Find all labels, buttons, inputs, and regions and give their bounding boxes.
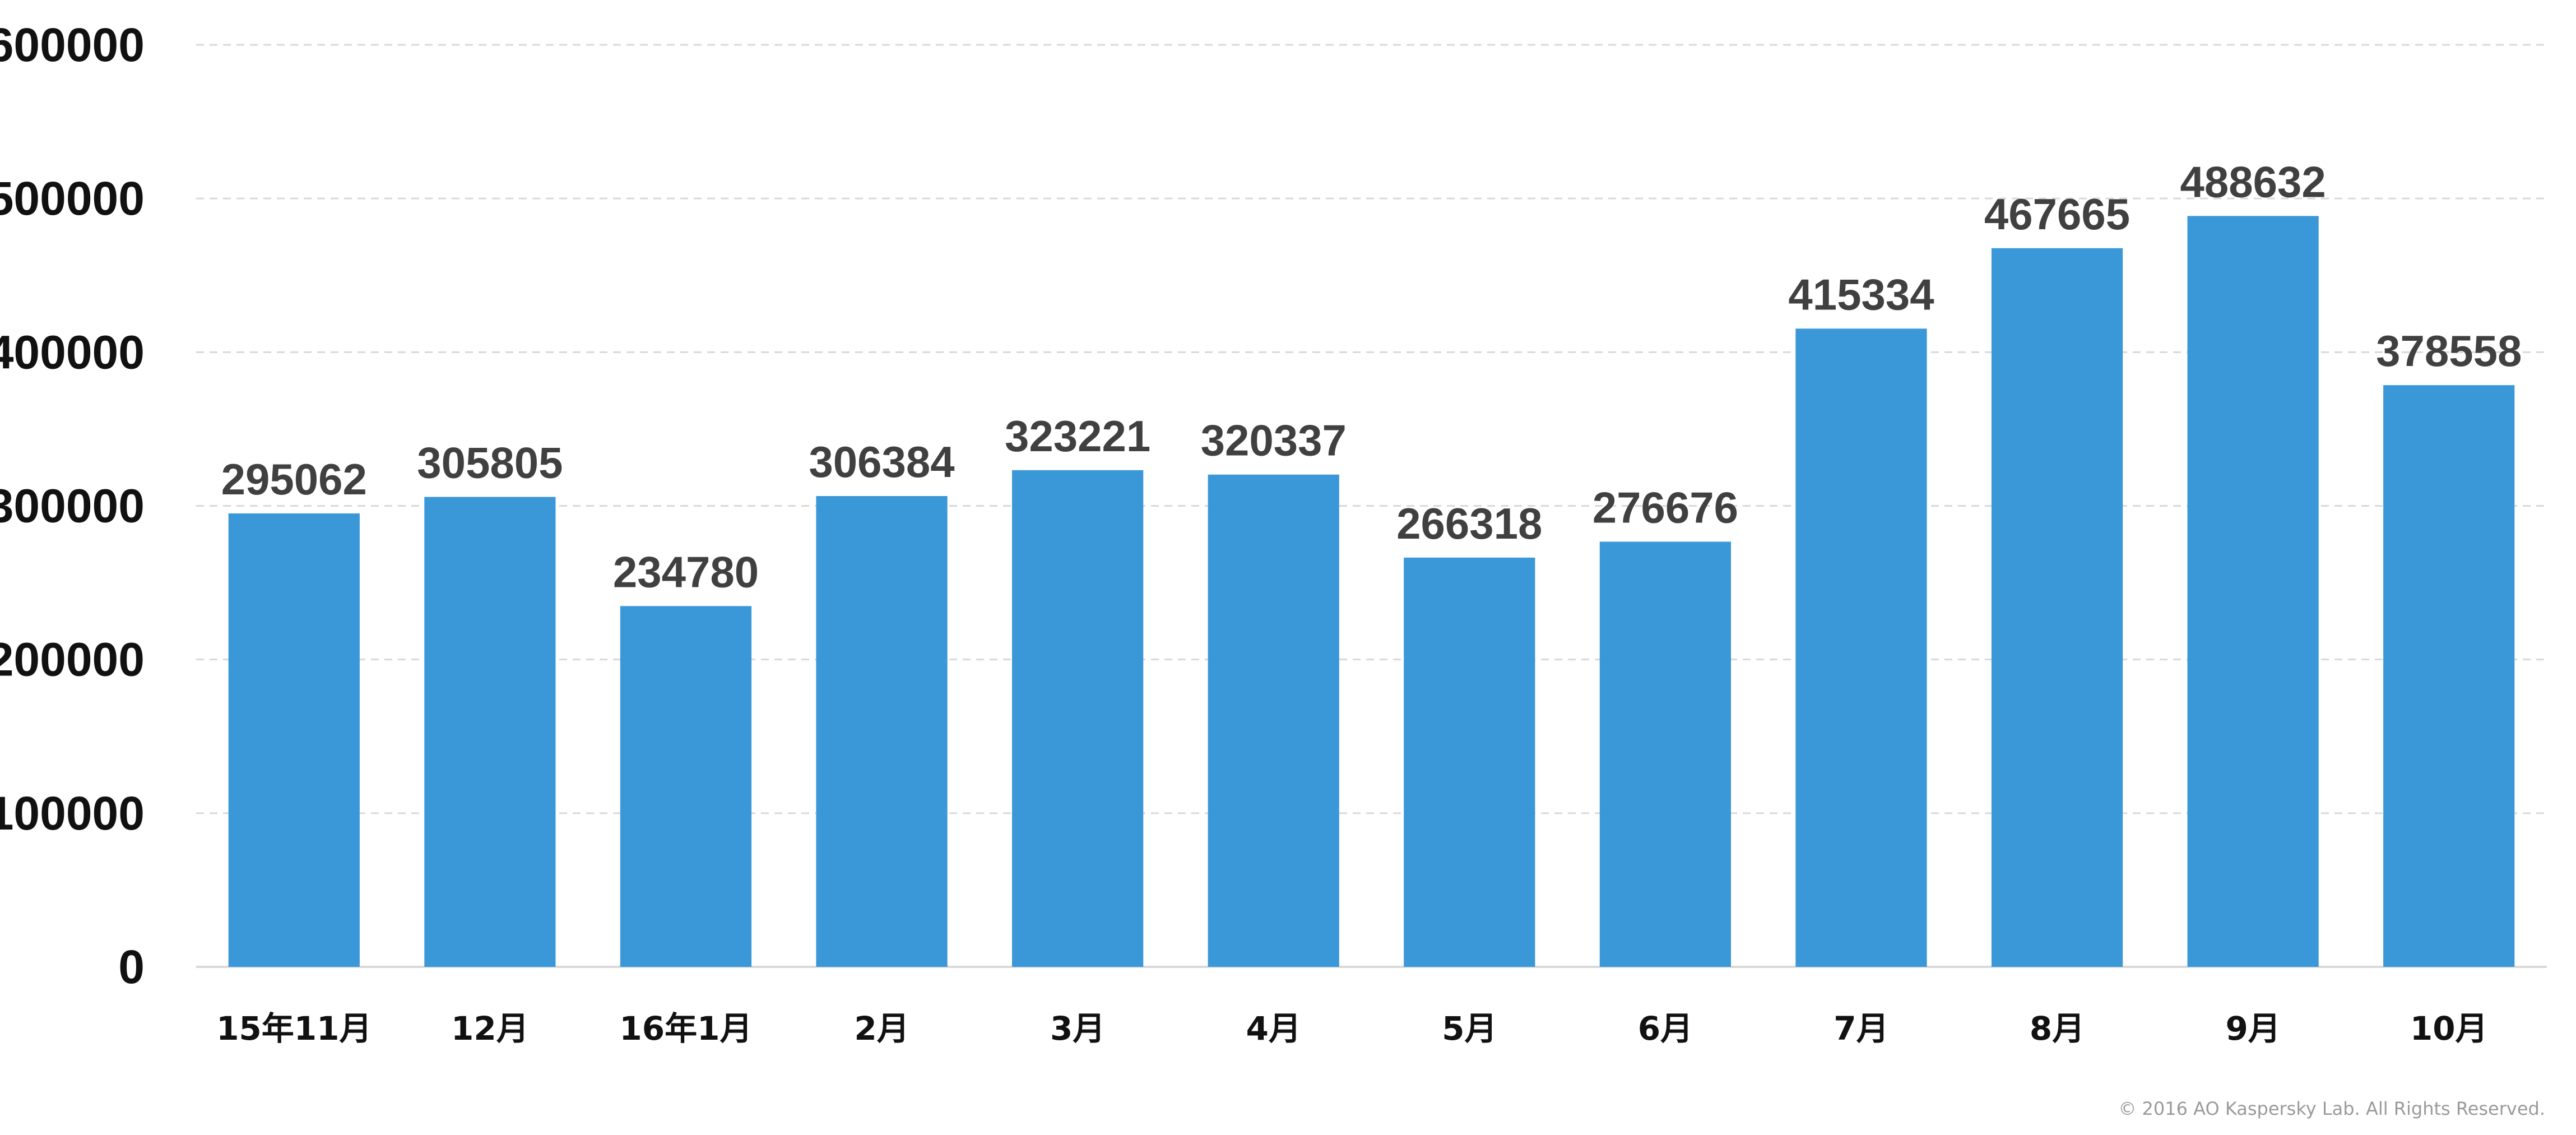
y-axis-ticks: 0 100000 200000 300000 400000 500000 600000 bbox=[0, 18, 145, 993]
bar bbox=[1795, 328, 1927, 967]
bars bbox=[228, 216, 2515, 967]
x-axis-ticks: 15年11月 12月 16年1月 2月 3月 4月 5月 6月 7月 8月 9月 10月 bbox=[216, 1009, 2487, 1048]
x-tick-label: 12月 bbox=[451, 1009, 529, 1048]
y-tick-label: 100000 bbox=[0, 787, 145, 840]
data-label: 378558 bbox=[2376, 326, 2522, 376]
data-label: 295062 bbox=[221, 455, 367, 504]
x-tick-label: 8月 bbox=[2030, 1009, 2085, 1048]
data-label: 320337 bbox=[1201, 416, 1347, 465]
y-tick-label: 200000 bbox=[0, 633, 145, 686]
data-label: 415334 bbox=[1788, 270, 1934, 319]
bar bbox=[1208, 474, 1339, 967]
x-tick-label: 10月 bbox=[2410, 1009, 2488, 1048]
x-tick-label: 5月 bbox=[1442, 1009, 1497, 1048]
bar bbox=[2383, 385, 2515, 967]
data-label: 488632 bbox=[2180, 157, 2326, 206]
data-label: 323221 bbox=[1005, 411, 1150, 461]
x-tick-label: 2月 bbox=[854, 1009, 909, 1048]
x-tick-label: 16年1月 bbox=[619, 1009, 752, 1048]
copyright-notice: © 2016 AO Kaspersky Lab. All Rights Rese… bbox=[2118, 1098, 2545, 1119]
y-tick-label: 500000 bbox=[0, 172, 145, 225]
y-tick-label: 300000 bbox=[0, 480, 145, 532]
data-label: 306384 bbox=[809, 437, 954, 487]
y-tick-label: 400000 bbox=[0, 326, 145, 378]
bar bbox=[1599, 541, 1731, 967]
bar bbox=[1991, 248, 2123, 967]
x-tick-label: 6月 bbox=[1638, 1009, 1693, 1048]
data-label: 276676 bbox=[1593, 483, 1738, 532]
gridlines bbox=[196, 44, 2547, 968]
bar bbox=[1404, 557, 1535, 967]
bar bbox=[816, 495, 948, 967]
data-label: 467665 bbox=[1984, 189, 2130, 239]
bar bbox=[620, 606, 752, 967]
y-tick-label: 600000 bbox=[0, 18, 145, 71]
x-tick-label: 4月 bbox=[1246, 1009, 1301, 1048]
data-label: 305805 bbox=[417, 438, 563, 488]
data-label: 234780 bbox=[613, 547, 759, 596]
bar bbox=[1012, 470, 1144, 967]
x-tick-label: 3月 bbox=[1050, 1009, 1105, 1048]
x-tick-label: 7月 bbox=[1834, 1009, 1888, 1048]
y-tick-label: 0 bbox=[118, 941, 145, 993]
data-label: 266318 bbox=[1396, 499, 1542, 548]
x-tick-label: 15年11月 bbox=[216, 1009, 372, 1048]
data-labels: 295062 305805 234780 306384 323221 320337 2663… bbox=[221, 157, 2522, 596]
x-tick-label: 9月 bbox=[2225, 1009, 2280, 1048]
bar bbox=[424, 497, 556, 967]
bar bbox=[2187, 216, 2319, 967]
bar bbox=[228, 513, 360, 967]
